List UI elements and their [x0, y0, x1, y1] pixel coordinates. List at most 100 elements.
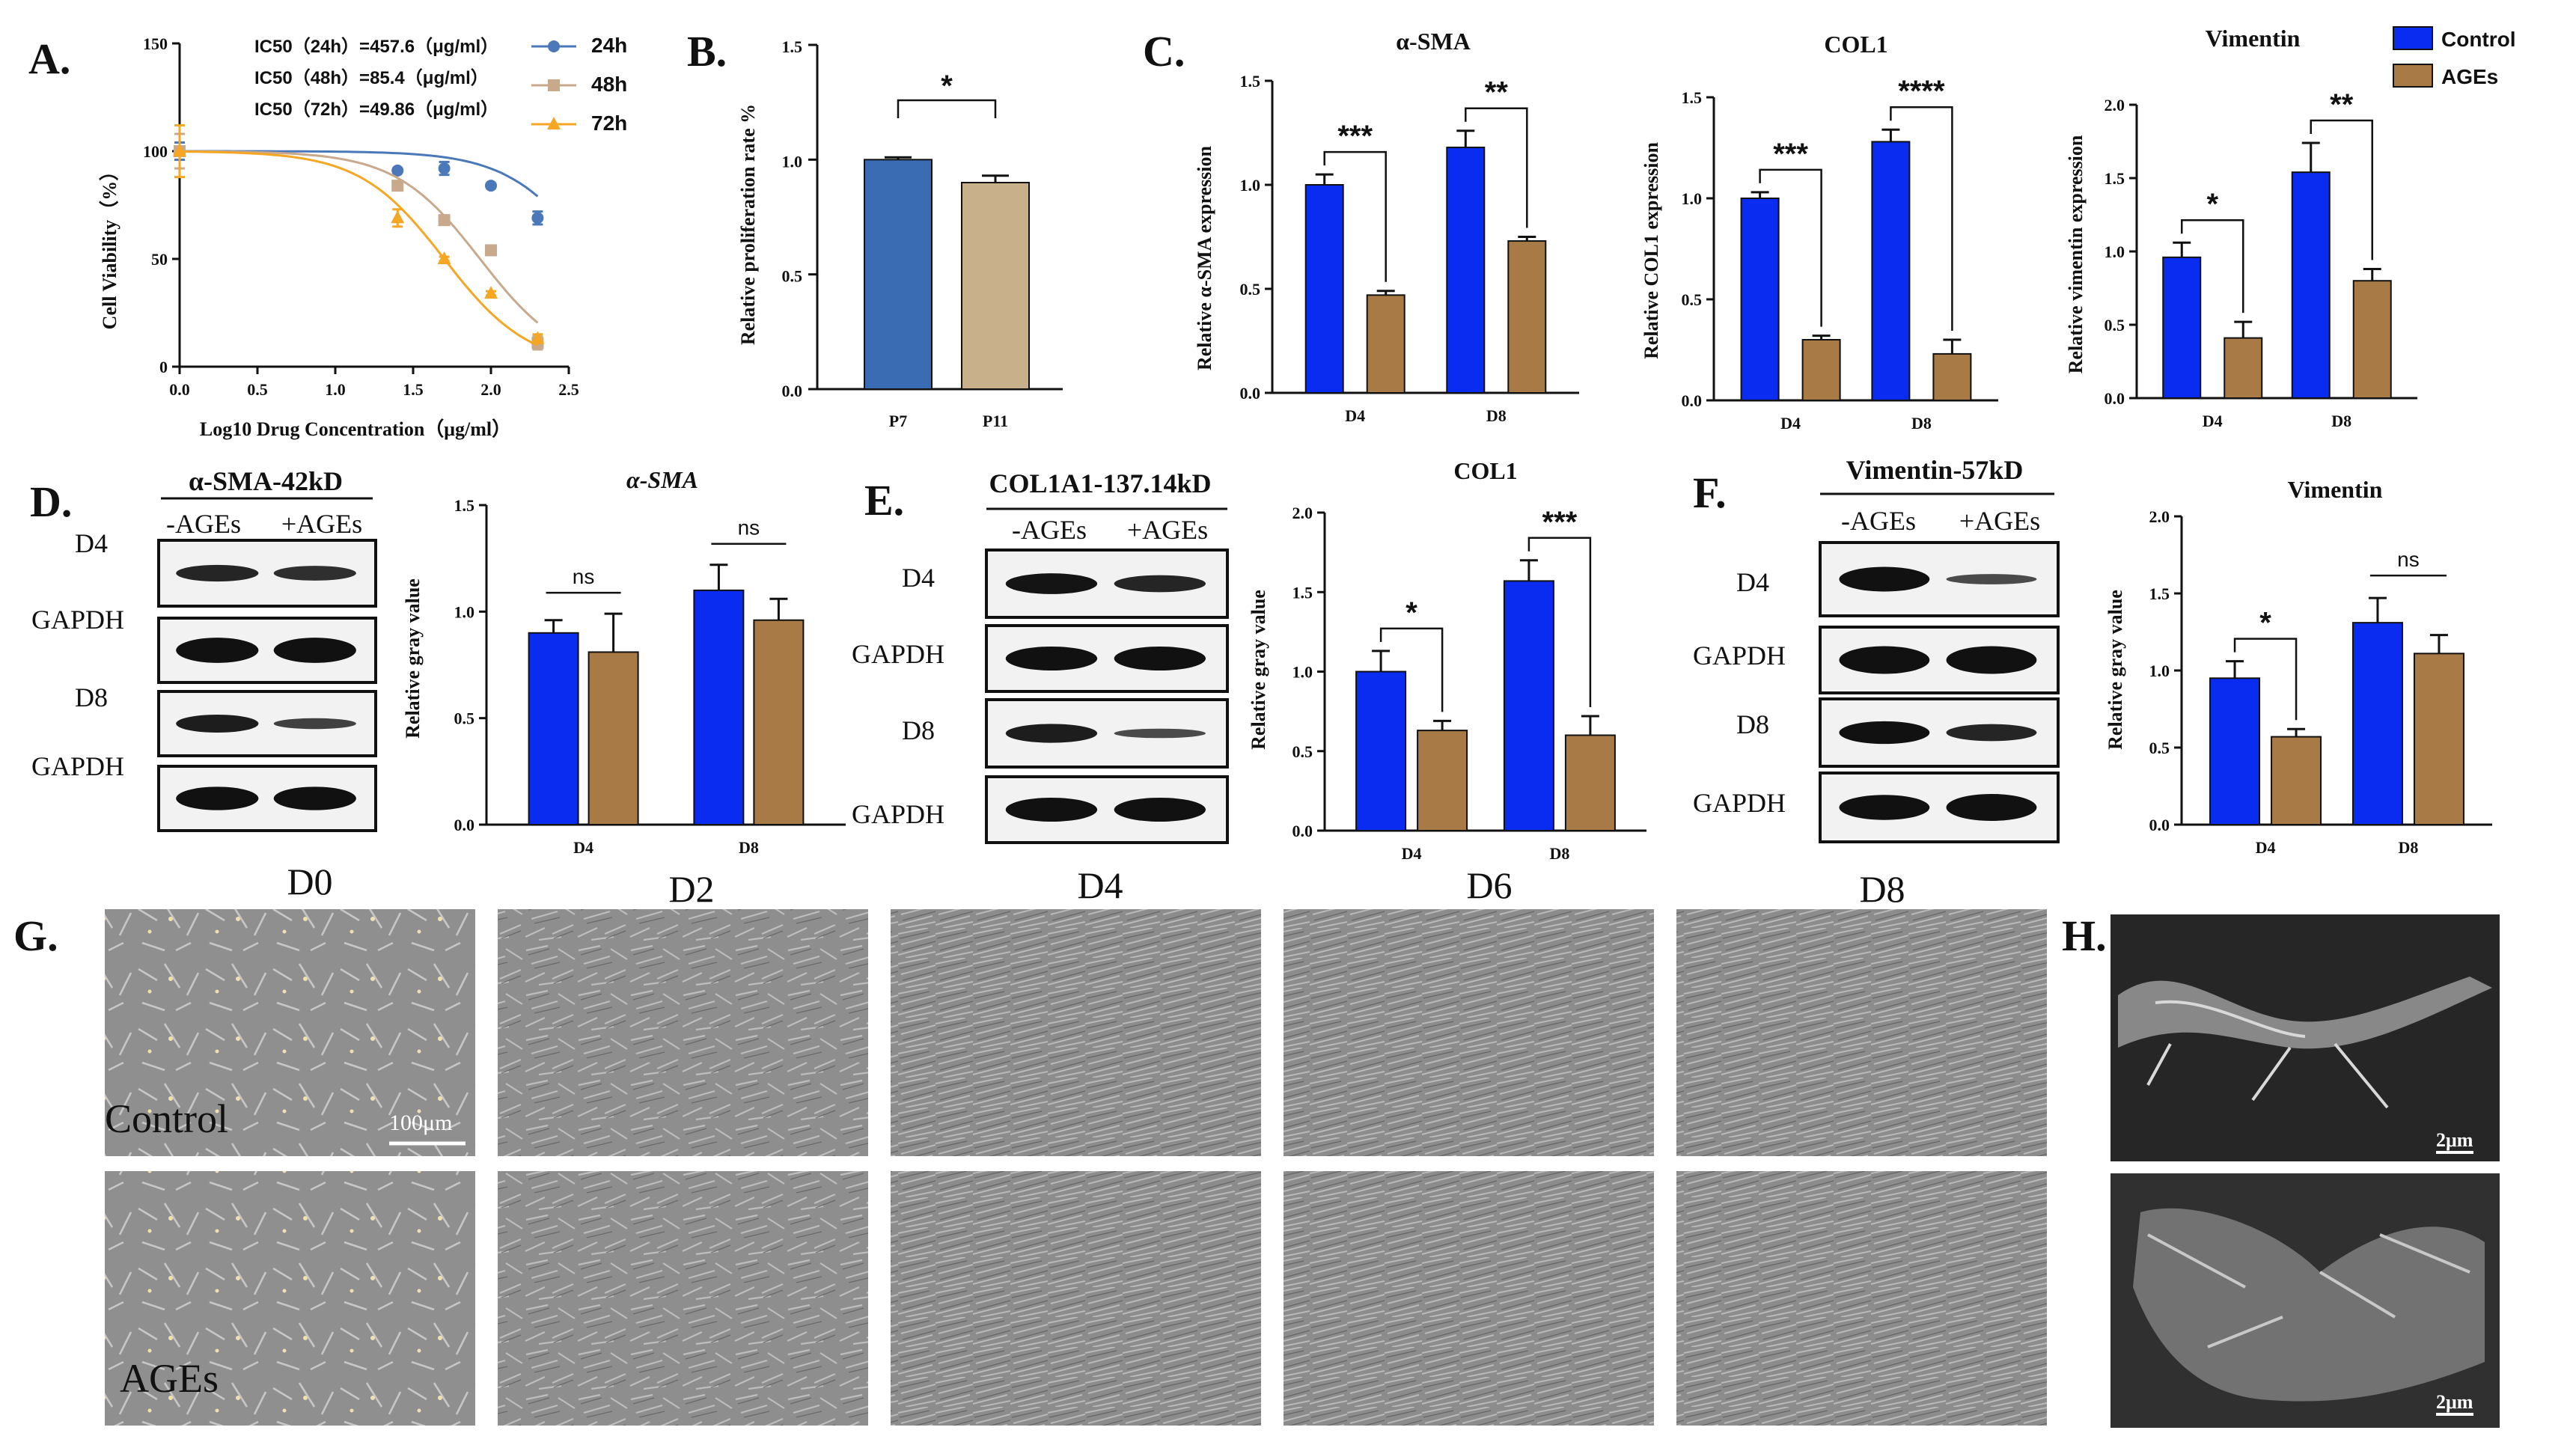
chartC1-bar-D4-Control	[1304, 184, 1344, 394]
day-label-d6: D6	[1466, 864, 1512, 906]
chartC2-bar-D4-AGEs	[1801, 339, 1841, 401]
blotE-band-3-1	[1114, 797, 1206, 822]
day-label-d4: D4	[1077, 864, 1123, 906]
chart-e-ylabel: Relative gray value	[1248, 590, 1269, 750]
chartD-ytick-label: 1.5	[454, 496, 475, 515]
chartC2-ytick-label: 1.5	[1682, 88, 1703, 107]
chartC3-xlabel-D8: D8	[2331, 412, 2351, 430]
chartF-xlabel-D8: D8	[2399, 838, 2419, 857]
sem-scale-top: 2μm	[2436, 1129, 2473, 1151]
chart-b-bar-P7	[864, 159, 933, 390]
chart-a-point-72h	[391, 210, 405, 224]
chart-c2-col1: COL1 Relative COL1 expression 0.0 0.5 1.0 1…	[1640, 31, 1998, 433]
chart-a-xtick-label: 0.5	[247, 380, 268, 399]
chart-a-curve-24h	[180, 150, 539, 198]
chartC2-xlabel-D4: D4	[1780, 414, 1801, 433]
chart-b-xlabel-P11: P11	[983, 412, 1008, 430]
blot-e-row-d8: D8	[902, 715, 935, 745]
chartC1-sig-label: **	[1485, 76, 1509, 109]
chartC2-sig-bracket	[1759, 168, 1822, 327]
chartC2-bar-D8-AGEs	[1932, 352, 1972, 401]
micrograph-control-d0	[105, 909, 475, 1156]
chart-a-xtick-label: 2.0	[480, 380, 501, 399]
blot-d-row-d8: D8	[75, 682, 108, 712]
chartC1-sig-label: ***	[1337, 120, 1373, 153]
panel-letter-b: B.	[687, 27, 727, 76]
blotE-band-2-1	[1114, 728, 1206, 739]
chartC1-bar-D8-Control	[1446, 146, 1486, 394]
chartE-xlabel-D8: D8	[1549, 844, 1569, 863]
blotF-band-0-1	[1946, 574, 2037, 584]
chartD-sig-label: ns	[738, 516, 760, 540]
chart-c1-ylabel: Relative α-SMA expression	[1194, 145, 1215, 370]
chartC1-bar-D4-AGEs	[1366, 294, 1405, 394]
blotE-band-2-0	[1005, 724, 1098, 743]
chart-a-point-72h	[437, 251, 451, 264]
blotE-band-1-0	[1005, 646, 1098, 671]
chartC2-sig-bracket	[1890, 106, 1953, 331]
chartD-bar-D8-AGEs	[753, 619, 805, 825]
chart-a-point-24h	[531, 212, 544, 224]
chart-a-xtick-label: 2.5	[558, 380, 579, 399]
blotD-band-2-1	[273, 718, 356, 730]
chartE-ytick-label: 0.5	[1292, 742, 1313, 761]
chartC2-xlabel-D8: D8	[1911, 414, 1932, 433]
chartC2-bar-D8-Control	[1871, 141, 1911, 401]
blot-e-row-gapdh2: GAPDH	[852, 799, 944, 829]
day-label-d2: D2	[668, 868, 714, 910]
sem-scale-bottom: 2μm	[2436, 1391, 2473, 1413]
chart-f-ylabel: Relative gray value	[2105, 590, 2126, 750]
blot-d-row-gapdh2: GAPDH	[31, 751, 124, 781]
blot-e-row-gapdh1: GAPDH	[852, 639, 944, 669]
micrograph-ages-d2	[498, 1171, 868, 1426]
blot-e-col-minus: -AGEs	[1012, 515, 1087, 545]
chartC1-sig-bracket	[1465, 107, 1528, 228]
scale-label-100um: 100μm	[389, 1110, 452, 1135]
chart-b-xlabel-P7: P7	[889, 412, 907, 430]
chartC3-bar-D4-Control	[2162, 256, 2202, 399]
chartC3-sig-bracket	[2181, 219, 2244, 314]
chart-e-title: COL1	[1453, 457, 1517, 484]
chart-d-ylabel: Relative gray value	[402, 578, 424, 739]
blotE-band-1-1	[1114, 646, 1206, 671]
chartC1-xlabel-D4: D4	[1345, 406, 1365, 425]
chartC3-bar-D4-AGEs	[2224, 337, 2263, 400]
chartC1-ytick-label: 1.5	[1240, 72, 1261, 91]
chartF-ytick-label: 2.0	[2149, 507, 2170, 526]
chartF-bar-D8-AGEs	[2413, 653, 2464, 826]
blot-f-row-gapdh2: GAPDH	[1693, 788, 1786, 818]
micrograph-control-d2	[498, 909, 868, 1156]
chartC3-sig-label: *	[2206, 188, 2218, 221]
chartD-bar-D4-Control	[528, 632, 579, 825]
chart-b-ytick-label: 0.5	[782, 267, 803, 286]
row-label-ages: AGEs	[120, 1356, 219, 1401]
blot-d-col-minus: -AGEs	[166, 509, 241, 539]
chartC3-ytick-label: 0.5	[2105, 316, 2125, 334]
chart-c3-vimentin: Vimentin Relative vimentin expression Co…	[2065, 25, 2516, 430]
legend-swatch-ages	[2393, 64, 2433, 88]
chartE-bar-D4-AGEs	[1417, 730, 1468, 831]
blotD-band-3-1	[273, 786, 356, 810]
chartE-bar-D4-Control	[1355, 670, 1407, 831]
blotF-band-2-0	[1839, 721, 1930, 745]
chartC2-bar-D4-Control	[1740, 198, 1780, 401]
micrograph-control-d4	[891, 909, 1261, 1156]
chart-b-ytick-label: 1.5	[782, 37, 803, 56]
chartE-ytick-label: 2.0	[1292, 504, 1313, 522]
chartC3-ytick-label: 2.0	[2105, 96, 2125, 114]
panel-letter-c: C.	[1143, 27, 1185, 76]
chartC3-ytick-label: 0.0	[2105, 389, 2125, 408]
ic50-48h: IC50（48h）=85.4（μg/ml）	[254, 68, 489, 88]
chartC1-xlabel-D8: D8	[1486, 406, 1507, 425]
ic50-72h: IC50（72h）=49.86（μg/ml）	[254, 100, 498, 120]
blotF-band-3-0	[1839, 795, 1930, 820]
chartC3-bar-D8-Control	[2291, 171, 2331, 399]
chartF-sig-label: ns	[2397, 548, 2420, 571]
blotE-band-0-1	[1114, 575, 1206, 593]
chartD-ytick-label: 1.0	[454, 602, 475, 621]
chartE-bar-D8-Control	[1503, 580, 1554, 831]
chart-a-legend-marker	[547, 117, 561, 129]
chartC1-ytick-label: 0.0	[1240, 384, 1261, 403]
chartF-sig-bracket	[2233, 638, 2298, 721]
